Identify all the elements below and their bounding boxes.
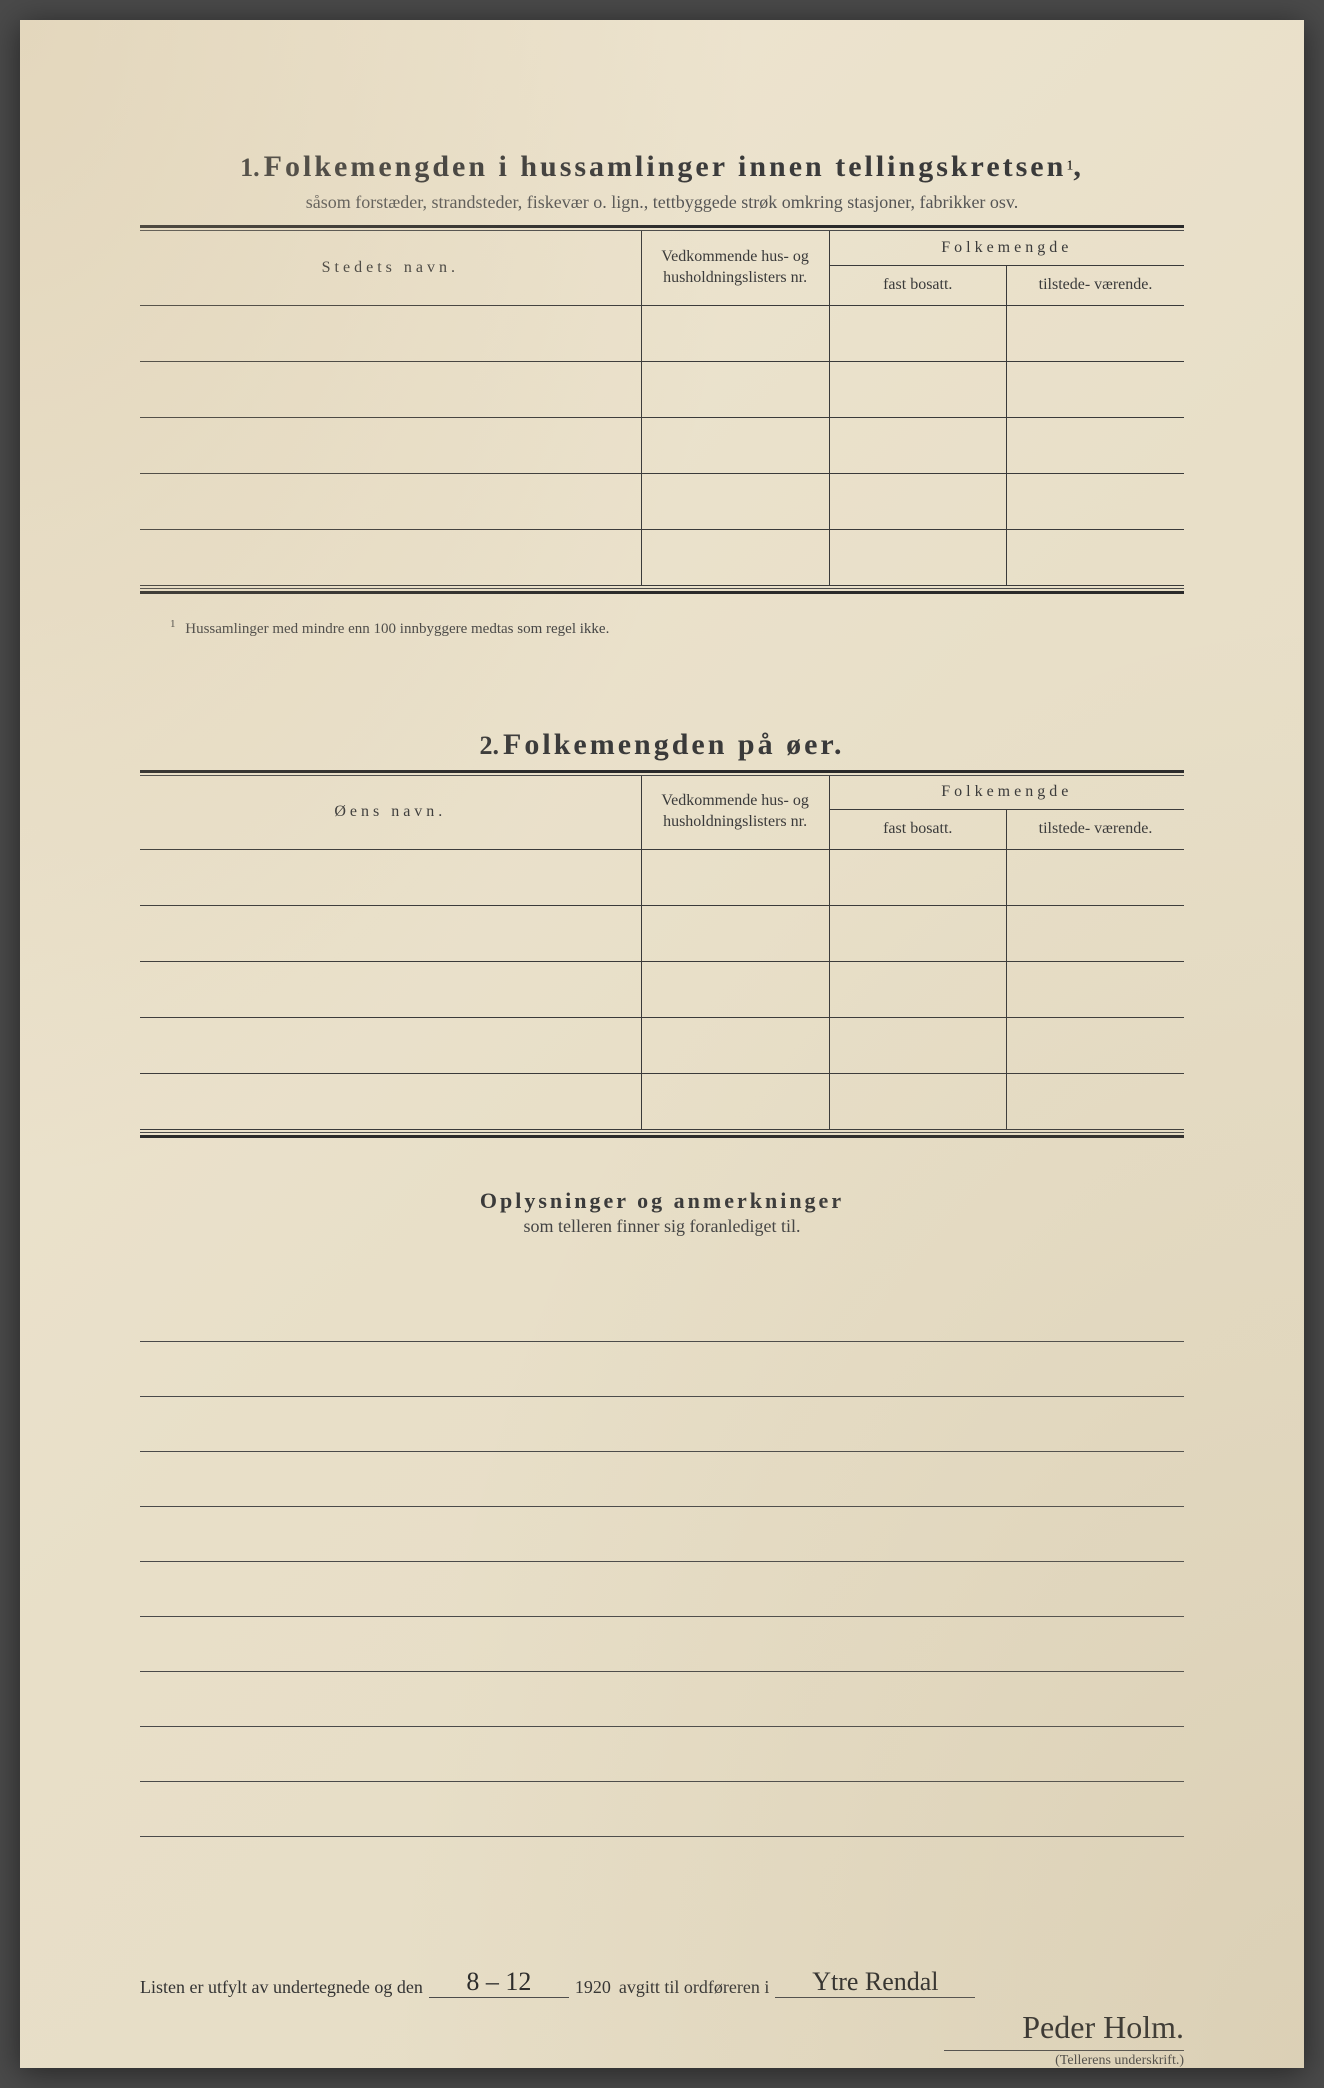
footer-year: 1920 [575,1977,611,1998]
rule [140,1132,1184,1133]
cell [1007,962,1185,1018]
cell [641,962,829,1018]
cell [1007,417,1185,473]
note-line [140,1452,1184,1507]
rule [140,770,1184,773]
section1-subtitle: såsom forstæder, strandsteder, fiskevær … [140,192,1184,213]
section1-title: 1. Folkemengden i hussamlinger innen tel… [140,150,1184,184]
footnote-text: Hussamlinger med mindre enn 100 innbygge… [185,621,609,637]
cell [1007,906,1185,962]
section1-title-text: Folkemengden i hussamlinger innen tellin… [264,150,1067,183]
cell [641,529,829,585]
footer-date: 8 – 12 [429,1967,569,1998]
cell [140,906,641,962]
note-line [140,1287,1184,1342]
note-line [140,1617,1184,1672]
section2-table: Øens navn. Vedkommende hus- og husholdni… [140,776,1184,1131]
th-hus: Vedkommende hus- og husholdningslisters … [641,776,829,850]
rule [140,1135,1184,1138]
section2-tbody [140,850,1184,1130]
notes-lines [140,1287,1184,1837]
oplysninger-section: Oplysninger og anmerkninger som telleren… [140,1188,1184,1237]
th-hus: Vedkommende hus- og husholdningslisters … [641,231,829,305]
cell [641,906,829,962]
cell [140,361,641,417]
cell [140,473,641,529]
cell [829,529,1006,585]
cell [1007,361,1185,417]
cell [1007,1018,1185,1074]
rule [140,225,1184,228]
cell [140,529,641,585]
oplysninger-subtitle: som telleren finner sig foranlediget til… [140,1216,1184,1237]
th-tilstede: tilstede- værende. [1007,265,1185,305]
th-tilstede: tilstede- værende. [1007,810,1185,850]
cell [829,962,1006,1018]
cell [140,1074,641,1130]
footer-line: Listen er utfylt av undertegnede og den … [140,1967,1184,1998]
footer-prefix: Listen er utfylt av undertegnede og den [140,1977,423,1998]
section1-tbody [140,305,1184,585]
document-page: 1. Folkemengden i hussamlinger innen tel… [20,20,1304,2068]
footer-place: Ytre Rendal [775,1967,975,1998]
cell [1007,1074,1185,1130]
th-stedets-navn: Stedets navn. [140,231,641,305]
cell [829,1074,1006,1130]
cell [641,305,829,361]
cell [829,473,1006,529]
cell [829,305,1006,361]
cell [641,473,829,529]
note-line [140,1672,1184,1727]
section1-table: Stedets navn. Vedkommende hus- og hushol… [140,231,1184,586]
section2-title: 2. Folkemengden på øer. [140,728,1184,762]
section2-title-text: Folkemengden på øer. [503,728,844,761]
cell [140,962,641,1018]
footnote-number: 1 [170,618,176,630]
section2-number: 2. [480,731,500,760]
cell [1007,850,1185,906]
signature-area: Peder Holm. (Tellerens underskrift.) [140,2008,1184,2069]
cell [641,1018,829,1074]
cell [140,1018,641,1074]
note-line [140,1727,1184,1782]
cell [641,361,829,417]
cell [829,417,1006,473]
th-folkemengde: Folkemengde [829,231,1184,265]
section2: 2. Folkemengden på øer. Øens navn. Vedko… [140,728,1184,1139]
section1-number: 1. [240,153,260,182]
rule [140,591,1184,594]
cell [1007,529,1185,585]
cell [641,417,829,473]
note-line [140,1342,1184,1397]
signature: Peder Holm. [140,2008,1184,2046]
note-line [140,1782,1184,1837]
th-fast: fast bosatt. [829,265,1006,305]
footer-middle: avgitt til ordføreren i [619,1977,769,1998]
rule [140,588,1184,589]
th-fast: fast bosatt. [829,810,1006,850]
section1-comma: , [1073,150,1084,183]
th-oens-navn: Øens navn. [140,776,641,850]
cell [1007,473,1185,529]
cell [829,361,1006,417]
cell [829,906,1006,962]
cell [140,417,641,473]
cell [829,850,1006,906]
note-line [140,1507,1184,1562]
cell [140,850,641,906]
cell [829,1018,1006,1074]
signature-label: (Tellerens underskrift.) [944,2050,1184,2069]
cell [1007,305,1185,361]
th-folkemengde: Folkemengde [829,776,1184,810]
cell [641,850,829,906]
section1-footnote: 1 Hussamlinger med mindre enn 100 innbyg… [170,618,1184,638]
cell [140,305,641,361]
note-line [140,1397,1184,1452]
oplysninger-title: Oplysninger og anmerkninger [140,1188,1184,1214]
cell [641,1074,829,1130]
note-line [140,1562,1184,1617]
